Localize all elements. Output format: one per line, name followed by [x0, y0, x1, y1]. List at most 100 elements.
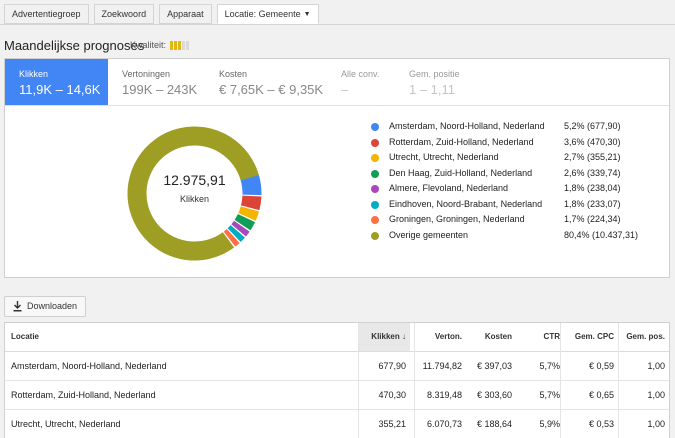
legend-dot-icon — [371, 216, 379, 224]
legend-dot-icon — [371, 138, 379, 147]
cell-cost: € 188,64 — [476, 419, 512, 429]
metric-label: Kosten — [219, 69, 248, 79]
legend-value: 5,2% (677,90) — [564, 121, 621, 131]
metric-impressions[interactable]: Vertoningen 199K – 243K — [108, 59, 208, 105]
cell-ctr: 5,7% — [539, 361, 560, 371]
column-header-clicks[interactable]: Klikken ↓ — [358, 323, 410, 351]
legend-label: Groningen, Groningen, Nederland — [389, 214, 525, 224]
metric-value: 199K – 243K — [122, 82, 198, 97]
tab-apparaat[interactable]: Apparaat — [159, 4, 212, 24]
table-row[interactable]: Rotterdam, Zuid-Holland, Nederland 470,30… — [5, 381, 669, 410]
metric-label: Gem. positie — [409, 69, 460, 79]
cell-cost: € 303,60 — [476, 390, 512, 400]
table-row[interactable]: Utrecht, Utrecht, Nederland 355,21 6.070,7… — [5, 410, 669, 438]
cell-location: Amsterdam, Noord-Holland, Nederland — [11, 361, 167, 371]
legend-dot-icon — [371, 123, 379, 131]
metric-bar: Klikken 11,9K – 14,6K Vertoningen 199K –… — [5, 59, 669, 106]
legend-value: 2,6% (339,74) — [564, 167, 621, 178]
legend-value: 1,8% (233,07) — [564, 198, 621, 209]
legend-item: Rotterdam, Zuid-Holland, Nederland 3,6% (… — [371, 135, 661, 151]
quality-indicator: Kwaliteit: — [130, 40, 190, 50]
cell-avg-cpc: € 0,65 — [588, 390, 614, 400]
caret-down-icon: ▼ — [303, 11, 311, 18]
column-header-impressions[interactable]: Verton. — [434, 332, 462, 341]
metric-value: € 7,65K – € 9,35K — [219, 82, 324, 97]
quality-bar — [170, 40, 174, 50]
cell-avg-cpc: € 0,59 — [588, 361, 614, 371]
column-header-cost[interactable]: Kosten — [484, 332, 512, 341]
tab-bar: Advertentiegroep Zoekwoord Apparaat Loca… — [4, 4, 319, 24]
legend-item: Groningen, Groningen, Nederland 1,7% (224… — [371, 212, 661, 228]
metric-avg-position[interactable]: Gem. positie 1 – 1,11 — [395, 59, 485, 105]
metric-cost[interactable]: Kosten € 7,65K – € 9,35K — [205, 59, 325, 105]
cell-clicks: 677,90 — [378, 361, 406, 371]
legend-label: Amsterdam, Noord-Holland, Nederland — [389, 121, 545, 131]
download-label: Downloaden — [27, 301, 78, 311]
quality-label: Kwaliteit: — [130, 40, 167, 50]
legend-label: Almere, Flevoland, Nederland — [389, 183, 509, 193]
cell-location: Utrecht, Utrecht, Nederland — [11, 419, 121, 429]
cell-cost: € 397,03 — [476, 361, 512, 371]
legend-dot-icon — [371, 154, 379, 162]
donut-slice[interactable] — [127, 126, 262, 261]
metric-value: 1 – 1,11 — [409, 82, 456, 97]
table-header: Locatie Klikken ↓ Verton. Kosten CTR Gem… — [5, 323, 669, 352]
legend-dot-icon — [371, 200, 379, 209]
cell-location: Rotterdam, Zuid-Holland, Nederland — [11, 390, 156, 400]
column-header-ctr[interactable]: CTR — [543, 332, 560, 341]
column-label: Klikken — [371, 332, 400, 341]
cell-clicks: 355,21 — [378, 419, 406, 429]
legend-dot-icon — [371, 185, 379, 193]
legend-label: Eindhoven, Noord-Brabant, Nederland — [389, 198, 543, 209]
download-button[interactable]: Downloaden — [4, 296, 87, 317]
donut-slice[interactable] — [127, 126, 262, 261]
location-table: Locatie Klikken ↓ Verton. Kosten CTR Gem… — [4, 322, 670, 438]
tab-locatie-gemeente[interactable]: Locatie: Gemeente ▼ — [216, 4, 319, 24]
column-header-location[interactable]: Locatie — [11, 332, 40, 341]
download-icon — [13, 301, 22, 312]
chart-legend: Amsterdam, Noord-Holland, Nederland 5,2% … — [371, 119, 661, 243]
metric-value: 11,9K – 14,6K — [19, 82, 101, 97]
legend-item: Eindhoven, Noord-Brabant, Nederland 1,8% … — [371, 197, 661, 213]
cell-clicks: 470,30 — [378, 390, 406, 400]
tab-advertentiegroep[interactable]: Advertentiegroep — [4, 4, 89, 24]
legend-dot-icon — [371, 231, 379, 240]
page-title: Maandelijkse prognoses — [4, 38, 145, 53]
forecast-panel: Klikken 11,9K – 14,6K Vertoningen 199K –… — [4, 58, 670, 278]
table-row[interactable]: Amsterdam, Noord-Holland, Nederland 677,9… — [5, 352, 669, 381]
donut-slice[interactable] — [127, 126, 262, 261]
metric-label: Vertoningen — [122, 69, 171, 79]
column-header-avg-pos[interactable]: Gem. pos. — [626, 332, 665, 341]
legend-item: Den Haag, Zuid-Holland, Nederland 2,6% (3… — [371, 166, 661, 182]
legend-item: Amsterdam, Noord-Holland, Nederland 5,2% … — [371, 119, 661, 135]
legend-item: Utrecht, Utrecht, Nederland 2,7% (355,21) — [371, 150, 661, 166]
legend-dot-icon — [371, 169, 379, 178]
legend-value: 2,7% (355,21) — [564, 152, 621, 162]
metric-conversions[interactable]: Alle conv. – — [327, 59, 397, 105]
tab-zoekwoord[interactable]: Zoekwoord — [93, 4, 155, 24]
metric-value: – — [341, 82, 349, 97]
cell-avg-cpc: € 0,53 — [588, 419, 614, 429]
metric-label: Alle conv. — [341, 69, 380, 79]
donut-chart — [127, 126, 262, 261]
legend-label: Utrecht, Utrecht, Nederland — [389, 152, 499, 162]
legend-label: Overige gemeenten — [389, 229, 469, 240]
cell-ctr: 5,7% — [539, 390, 560, 400]
legend-item: Overige gemeenten 80,4% (10.437,31) — [371, 228, 661, 244]
sort-arrow-icon: ↓ — [402, 332, 406, 341]
legend-item: Almere, Flevoland, Nederland 1,8% (238,04… — [371, 181, 661, 197]
cell-impressions: 6.070,73 — [426, 419, 462, 429]
donut-slice[interactable] — [127, 126, 262, 261]
quality-bar — [186, 40, 190, 50]
donut-label: Klikken — [179, 194, 209, 204]
quality-bar — [182, 40, 186, 50]
cell-avg-pos: 1,00 — [647, 419, 665, 429]
tab-label: Locatie: Gemeente — [224, 9, 301, 19]
cell-impressions: 11.794,82 — [422, 361, 462, 371]
legend-label: Rotterdam, Zuid-Holland, Nederland — [389, 136, 534, 147]
column-header-avg-cpc[interactable]: Gem. CPC — [574, 332, 614, 341]
metric-clicks[interactable]: Klikken 11,9K – 14,6K — [5, 59, 108, 105]
legend-value: 3,6% (470,30) — [564, 136, 621, 147]
quality-bars — [170, 40, 190, 50]
metric-label: Klikken — [19, 69, 49, 79]
